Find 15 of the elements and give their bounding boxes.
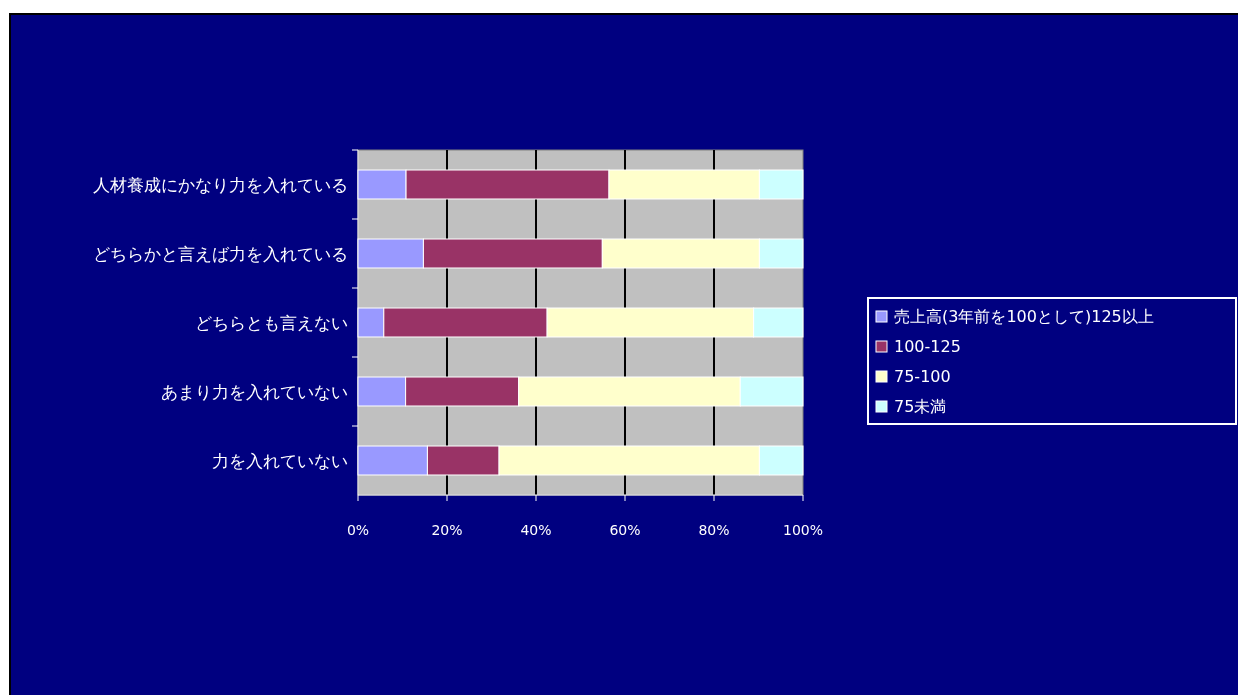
y-tick-label: あまり力を入れていない: [161, 381, 348, 402]
x-tick-label: 20%: [431, 522, 463, 538]
legend-label: 75未満: [894, 397, 947, 416]
x-tick-label: 0%: [346, 522, 370, 538]
x-tick-label: 80%: [698, 522, 730, 538]
y-tick-label: 力を入れていない: [212, 450, 348, 471]
x-tick-label: 60%: [609, 522, 641, 538]
y-tick-label: どちらとも言えない: [195, 312, 348, 333]
legend-label: 100-125: [894, 337, 961, 356]
x-tick-label: 40%: [520, 522, 552, 538]
x-tick-label: 100%: [782, 522, 824, 538]
legend-label: 75-100: [894, 367, 951, 386]
legend-label: 売上高(3年前を100として)125以上: [894, 307, 1154, 326]
y-tick-label: どちらかと言えば力を入れている: [93, 243, 348, 264]
y-tick-label: 人材養成にかなり力を入れている: [93, 174, 348, 195]
